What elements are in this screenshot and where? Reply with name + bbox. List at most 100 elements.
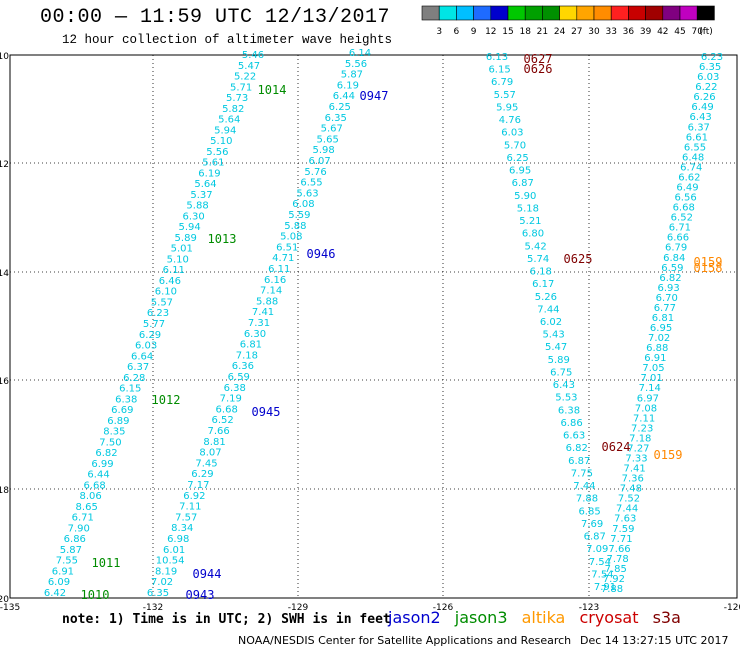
wave-height-value: 7.18 (629, 433, 651, 444)
wave-height-value: 6.64 (131, 351, 153, 362)
pass-time-label: 0625 (564, 252, 593, 266)
wave-height-value: 5.63 (296, 188, 318, 199)
wave-height-value: 5.08 (280, 232, 302, 243)
wave-height-value: 6.17 (532, 279, 554, 290)
wave-height-value: 7.09 (586, 544, 608, 555)
wave-height-value: 5.43 (542, 330, 564, 341)
satellite-track: 6.13 6.156.79 5.575.95 4.76 6.035.70 6.25 6.95… (486, 52, 631, 593)
wave-height-value: 6.56 (674, 193, 696, 204)
wave-height-value: 6.81 (652, 313, 674, 324)
wave-height-value: 7.19 (220, 394, 242, 405)
page-subtitle: 12 hour collection of altimeter wave hei… (62, 33, 393, 47)
wave-height-value: 6.36 (232, 361, 254, 372)
wave-height-value: 7.88 (601, 584, 623, 595)
wave-height-value: 7.69 (581, 519, 603, 530)
wave-height-value: 6.44 (333, 91, 355, 102)
wave-height-value: 5.10 (210, 136, 232, 147)
wave-height-value: 6.71 (72, 513, 94, 524)
wave-height-value: 5.67 (321, 124, 343, 135)
pass-time-label: 1012 (152, 393, 181, 407)
wave-height-value: 6.86 (560, 418, 582, 429)
longitude-label: -123 (579, 603, 599, 613)
wave-height-value: 6.97 (637, 393, 659, 404)
wave-height-value: 7.44 (616, 504, 638, 515)
wave-height-value: 6.82 (566, 443, 588, 454)
wave-height-value: 6.43 (553, 380, 575, 391)
wave-height-value: 5.01 (171, 244, 193, 255)
wave-height-value: 5.73 (226, 93, 248, 104)
wave-height-value: 7.02 (151, 577, 173, 588)
wave-height-value: 7.92 (603, 574, 625, 585)
wave-height-value: 5.71 (230, 82, 252, 93)
wave-height-value: 6.59 (661, 263, 683, 274)
wave-height-value: 5.98 (313, 145, 335, 156)
wave-height-value: 7.23 (631, 423, 653, 434)
wave-height-value: 5.88 (186, 201, 208, 212)
colorbar-label: 21 (537, 27, 548, 37)
colorbar-label: 27 (571, 27, 582, 37)
legend-jason2: jason2 (388, 608, 441, 627)
wave-height-value: 6.48 (682, 152, 704, 163)
wave-height-value: 6.38 (115, 394, 137, 405)
wave-height-value: 7.66 (608, 544, 630, 555)
wave-height-value: 7.59 (612, 524, 634, 535)
wave-height-value: 6.42 (44, 588, 66, 599)
wave-height-value: 7.78 (607, 554, 629, 565)
wave-height-value: 7.63 (614, 514, 636, 525)
wave-height-value: 7.54 (589, 557, 611, 568)
longitude-label: -135 (0, 603, 20, 613)
wave-height-value: 7.45 (195, 458, 217, 469)
wave-height-value: 5.56 (206, 147, 228, 158)
wave-height-value: 5.46 (242, 50, 264, 61)
wave-height-value: 6.18 (530, 267, 552, 278)
wave-height-value: 7.90 (68, 523, 90, 534)
wave-height-value: 7.01 (640, 373, 662, 384)
wave-height-value: 7.48 (620, 484, 642, 495)
wave-height-value: 6.44 (87, 470, 109, 481)
longitude-label: -126 (433, 603, 454, 613)
pass-time-label: 0158 (694, 261, 723, 275)
wave-height-value: 6.08 (292, 199, 314, 210)
wave-height-value: 6.87 (584, 532, 606, 543)
satellite-track: 5.465.475.225.715.735.825.645.945.105.56… (44, 50, 287, 602)
wave-height-value: 7.41 (252, 307, 274, 318)
wave-height-value: 6.02 (540, 317, 562, 328)
wave-height-value: 6.23 (701, 52, 723, 63)
longitude-label: -132 (143, 603, 163, 613)
wave-height-value: 7.36 (622, 474, 644, 485)
wave-height-value: 6.69 (111, 405, 133, 416)
wave-height-value: 5.74 (527, 254, 549, 265)
wave-height-value: 5.37 (190, 190, 212, 201)
wave-height-value: 6.98 (167, 534, 189, 545)
wave-height-value: 6.77 (654, 303, 676, 314)
wave-height-value: 6.43 (690, 112, 712, 123)
wave-height-value: 6.29 (191, 469, 213, 480)
longitude-label: -129 (288, 603, 309, 613)
pass-time-label: 0944 (193, 567, 222, 581)
wave-height-value: 6.03 (135, 341, 157, 352)
latitude-label: 18 (0, 486, 9, 496)
wave-height-value: 7.02 (648, 333, 670, 344)
pass-time-label: 0159 (654, 448, 683, 462)
wave-height-value: 6.13 (486, 52, 508, 63)
colorbar-label: 9 (471, 27, 477, 37)
wave-height-value: 5.77 (143, 319, 165, 330)
wave-height-value: 6.80 (522, 229, 544, 240)
wave-height-value: 7.55 (56, 556, 78, 567)
wave-height-value: 6.52 (671, 213, 693, 224)
wave-height-value: 6.37 (127, 362, 149, 373)
wave-height-value: 7.44 (573, 481, 595, 492)
pass-time-label: 1013 (208, 232, 237, 246)
wave-height-value: 6.11 (163, 265, 185, 276)
wave-height-value: 5.59 (288, 210, 310, 221)
wave-height-value: 7.11 (179, 502, 201, 513)
wave-height-value: 6.52 (212, 415, 234, 426)
wave-height-value: 5.89 (175, 233, 197, 244)
colorbar-label: 36 (623, 27, 635, 37)
colorbar-label: 39 (640, 27, 652, 37)
units-note: note: 1) Time is in UTC; 2) SWH is in fe… (62, 612, 391, 627)
pass-time-label: 0627 (524, 52, 553, 66)
colorbar-unit: (ft) (699, 27, 713, 37)
wave-height-value: 6.59 (228, 372, 250, 383)
longitude-label: -120 (724, 603, 740, 613)
